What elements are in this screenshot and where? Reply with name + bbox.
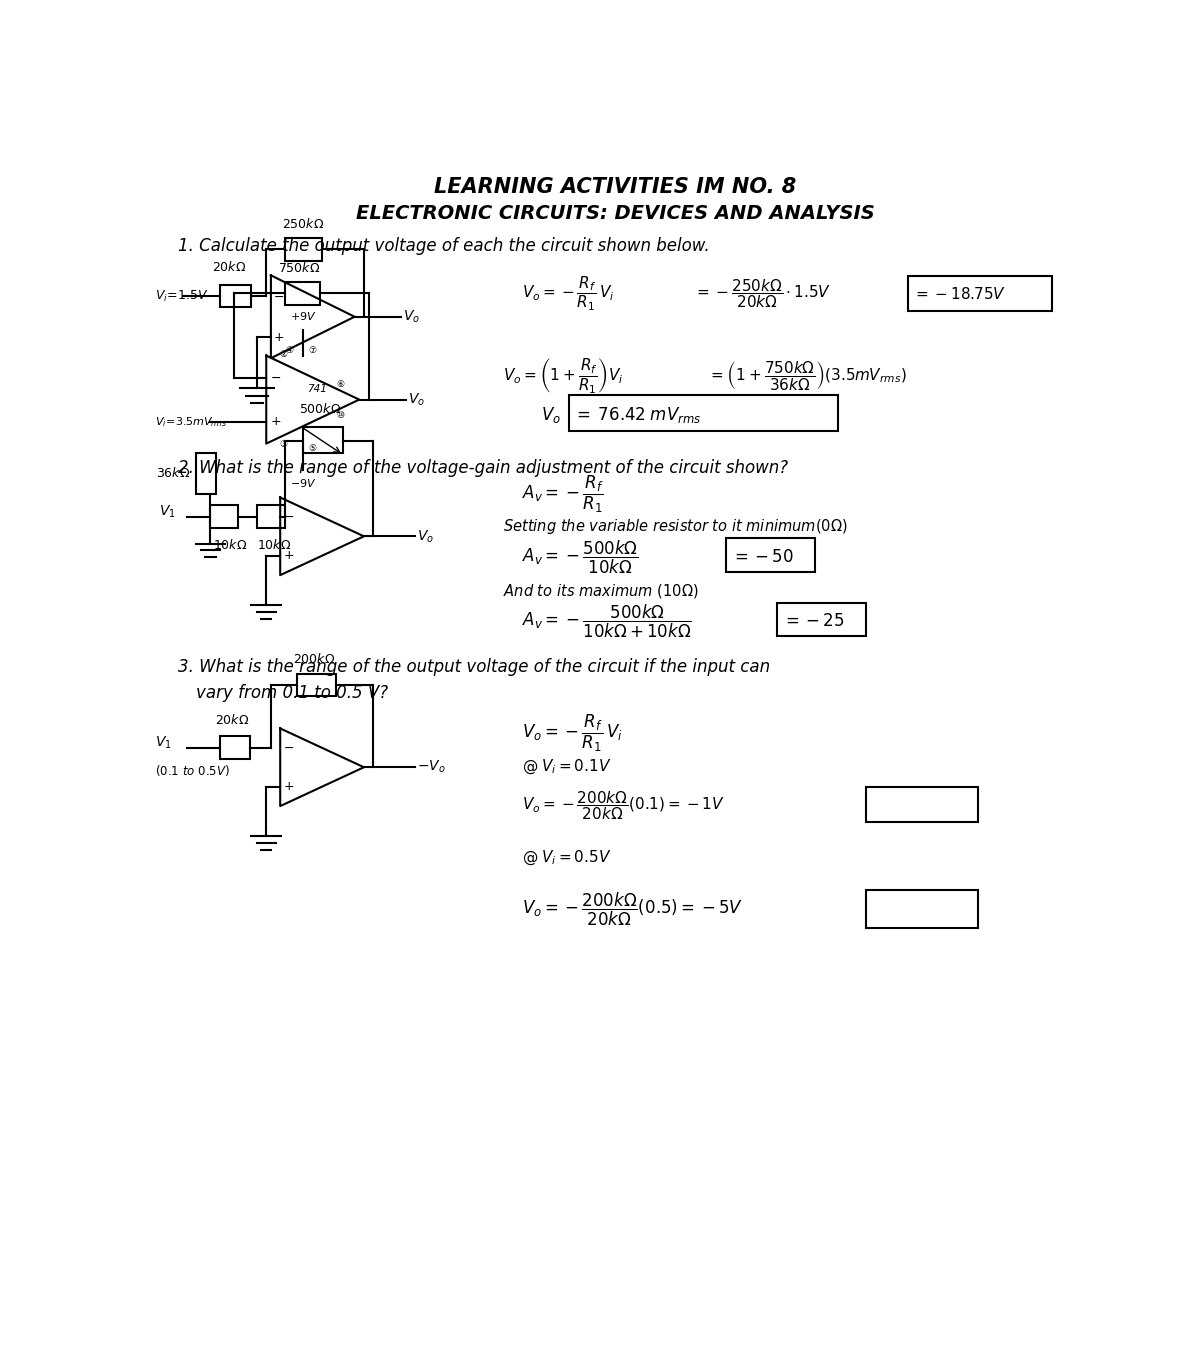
Text: $V_i\!=\!1.5V$: $V_i\!=\!1.5V$ (155, 288, 209, 304)
Text: $V_1$: $V_1$ (155, 734, 172, 751)
Text: $V_o$: $V_o$ (540, 405, 560, 425)
Text: $= -\dfrac{250k\Omega}{20k\Omega}\cdot 1.5V$: $= -\dfrac{250k\Omega}{20k\Omega}\cdot 1… (694, 277, 832, 311)
Bar (866, 787, 978, 822)
Text: $500k\Omega$: $500k\Omega$ (299, 402, 341, 417)
Text: $@\;V_i = 0.5V$: $@\;V_i = 0.5V$ (522, 849, 612, 866)
Text: $V_o = -\dfrac{200k\Omega}{20k\Omega}(0.1) = -1V$: $V_o = -\dfrac{200k\Omega}{20k\Omega}(0.… (522, 790, 725, 822)
Text: ⑦: ⑦ (308, 346, 317, 355)
Text: vary from 0.1 to 0.5 V?: vary from 0.1 to 0.5 V? (197, 683, 389, 702)
Text: $V_o$: $V_o$ (403, 308, 420, 325)
Text: Setting the variable resistor to it minimum$(0\Omega)$: Setting the variable resistor to it mini… (504, 518, 848, 537)
Text: $+$: $+$ (283, 549, 294, 562)
Text: $V_o = -\dfrac{R_f}{R_1}\,V_i$: $V_o = -\dfrac{R_f}{R_1}\,V_i$ (522, 274, 614, 313)
Text: $= -50$: $= -50$ (731, 547, 794, 566)
Text: $10k\Omega$: $10k\Omega$ (214, 538, 247, 551)
Bar (196, 453, 216, 494)
Text: 741: 741 (307, 385, 328, 394)
Bar (220, 737, 250, 759)
Text: $-V_o$: $-V_o$ (416, 759, 445, 776)
Text: ③: ③ (278, 440, 287, 449)
Text: $@\;V_i = 0.1V$: $@\;V_i = 0.1V$ (522, 759, 612, 776)
Bar (257, 506, 284, 529)
Text: $-$: $-$ (283, 741, 294, 755)
Bar (726, 538, 815, 572)
Text: $750k\Omega$: $750k\Omega$ (277, 261, 320, 274)
Text: $= -25$: $= -25$ (782, 612, 845, 631)
Text: $-$: $-$ (272, 289, 284, 303)
Text: ⑥: ⑥ (336, 379, 344, 389)
Text: $= -18.75V$: $= -18.75V$ (912, 286, 1006, 303)
Text: ④: ④ (286, 346, 294, 355)
Text: $36k\Omega$: $36k\Omega$ (156, 467, 191, 480)
Text: $A_v = -\dfrac{500k\Omega}{10k\Omega+10k\Omega}$: $A_v = -\dfrac{500k\Omega}{10k\Omega+10k… (522, 603, 692, 640)
Text: ⑤: ⑤ (308, 444, 317, 453)
Text: $20k\Omega$: $20k\Omega$ (212, 260, 246, 274)
Text: $A_v = -\dfrac{R_f}{R_1}$: $A_v = -\dfrac{R_f}{R_1}$ (522, 475, 604, 515)
Bar (296, 674, 336, 697)
Bar (908, 276, 1052, 311)
Bar (866, 890, 978, 928)
Text: $+$: $+$ (283, 780, 294, 794)
Text: And to its maximum $(10\Omega)$: And to its maximum $(10\Omega)$ (504, 582, 700, 600)
Text: $-$: $-$ (270, 371, 281, 385)
Text: $V_o = \left(1+\dfrac{R_f}{R_1}\right)V_i$: $V_o = \left(1+\dfrac{R_f}{R_1}\right)V_… (504, 356, 624, 395)
Text: $V_o = -\dfrac{R_f}{R_1}\,V_i$: $V_o = -\dfrac{R_f}{R_1}\,V_i$ (522, 713, 623, 753)
Text: $+9V$: $+9V$ (290, 311, 317, 323)
Bar (220, 285, 251, 308)
Text: $= \;76.42\;mV_{rms}$: $= \;76.42\;mV_{rms}$ (574, 405, 702, 425)
Text: $V_1$: $V_1$ (160, 503, 176, 521)
Text: $+$: $+$ (270, 416, 281, 428)
Text: $-$: $-$ (283, 510, 294, 523)
Text: $-9V$: $-9V$ (290, 477, 317, 490)
Bar (776, 603, 866, 636)
Text: $V_o$: $V_o$ (408, 391, 425, 408)
Bar (210, 506, 239, 529)
Text: $(0.1\ to\ 0.5V)$: $(0.1\ to\ 0.5V)$ (155, 763, 229, 779)
Text: ②: ② (278, 350, 287, 359)
Text: $V_i\!=\!3.5mV_{rms}$: $V_i\!=\!3.5mV_{rms}$ (155, 414, 227, 429)
Text: 1. Calculate the output voltage of each the circuit shown below.: 1. Calculate the output voltage of each … (178, 237, 709, 256)
Bar (569, 395, 839, 430)
Text: $= \left(1+\dfrac{750k\Omega}{36k\Omega}\right)(3.5mV_{rms})$: $= \left(1+\dfrac{750k\Omega}{36k\Omega}… (708, 359, 907, 393)
Bar (284, 282, 320, 305)
Bar (284, 238, 322, 261)
Text: LEARNING ACTIVITIES IM NO. 8: LEARNING ACTIVITIES IM NO. 8 (434, 178, 796, 198)
Text: $20k\Omega$: $20k\Omega$ (215, 713, 248, 726)
Text: 3. What is the range of the output voltage of the circuit if the input can: 3. What is the range of the output volta… (178, 658, 770, 675)
Text: $10k\Omega$: $10k\Omega$ (257, 538, 292, 551)
Text: ELECTRONIC CIRCUITS: DEVICES AND ANALYSIS: ELECTRONIC CIRCUITS: DEVICES AND ANALYSI… (355, 203, 875, 223)
Text: $250k\Omega$: $250k\Omega$ (282, 217, 324, 230)
Text: 2. What is the range of the voltage-gain adjustment of the circuit shown?: 2. What is the range of the voltage-gain… (178, 459, 788, 477)
Text: $V_o = -\dfrac{200k\Omega}{20k\Omega}(0.5) = -5V$: $V_o = -\dfrac{200k\Omega}{20k\Omega}(0.… (522, 890, 743, 928)
Text: $200k\Omega$: $200k\Omega$ (294, 652, 336, 666)
Text: ⑩: ⑩ (336, 410, 344, 420)
Text: $V_o$: $V_o$ (416, 529, 434, 545)
Bar (304, 428, 342, 453)
Text: $+$: $+$ (272, 331, 284, 344)
Text: $A_v = -\dfrac{500k\Omega}{10k\Omega}$: $A_v = -\dfrac{500k\Omega}{10k\Omega}$ (522, 538, 638, 576)
